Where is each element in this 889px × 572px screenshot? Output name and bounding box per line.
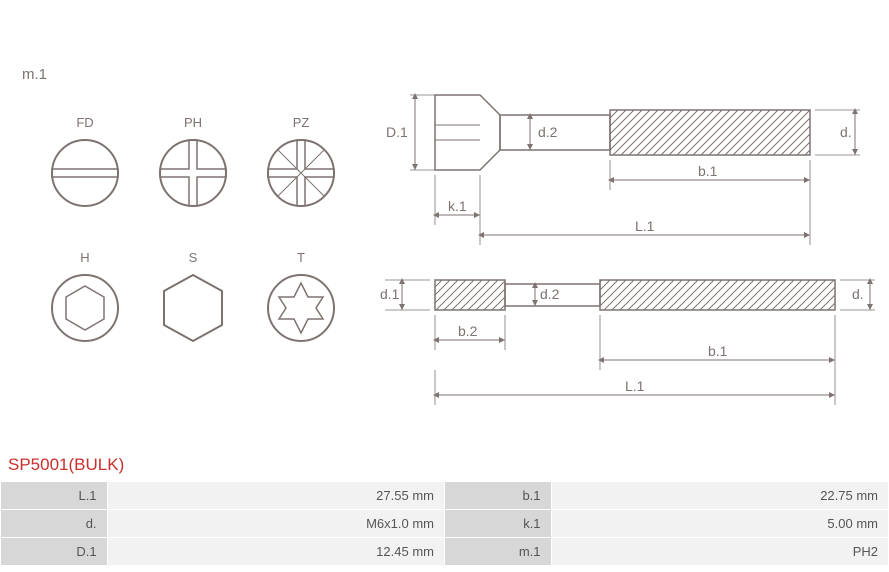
drive-label-t: T: [256, 250, 346, 265]
h-icon: [50, 273, 120, 343]
drive-label-pz: PZ: [256, 115, 346, 130]
drive-label-h: H: [40, 250, 130, 265]
spec-val: 5.00 mm: [551, 510, 888, 538]
drive-ph: PH: [148, 115, 238, 213]
part-title: SP5001(BULK): [0, 455, 889, 481]
dim-d: d.: [840, 124, 852, 140]
spec-val: 27.55 mm: [107, 482, 444, 510]
page: m.1 FD PH PZ H: [0, 0, 889, 572]
dim2-d1: d.1: [380, 286, 400, 302]
spec-key: D.1: [1, 538, 108, 566]
drive-t: T: [256, 250, 346, 348]
s-icon: [158, 273, 228, 343]
screw-top-drawing: D.1 d.2 d. k.1 b.1 L.1: [380, 60, 880, 250]
spec-table: L.1 27.55 mm b.1 22.75 mm d. M6x1.0 mm k…: [0, 481, 889, 566]
pz-icon: [266, 138, 336, 208]
m1-label: m.1: [22, 66, 47, 83]
table-row: L.1 27.55 mm b.1 22.75 mm: [1, 482, 889, 510]
dim2-d: d.: [852, 286, 864, 302]
spec-val: 22.75 mm: [551, 482, 888, 510]
dim-b1: b.1: [698, 163, 718, 179]
drive-fd: FD: [40, 115, 130, 213]
spec-key: d.: [1, 510, 108, 538]
t-icon: [266, 273, 336, 343]
drive-label-s: S: [148, 250, 238, 265]
spec-val: PH2: [551, 538, 888, 566]
dim2-L1: L.1: [625, 378, 645, 394]
dim-k1: k.1: [448, 198, 467, 214]
drive-s: S: [148, 250, 238, 348]
diagram-area: m.1 FD PH PZ H: [0, 0, 889, 455]
spec-val: 12.45 mm: [107, 538, 444, 566]
dim2-b1: b.1: [708, 343, 728, 359]
table-row: d. M6x1.0 mm k.1 5.00 mm: [1, 510, 889, 538]
dim-L1: L.1: [635, 218, 655, 234]
screw-bottom-drawing: d.1 d.2 d. b.2 b.1 L.1: [380, 270, 880, 420]
drive-label-ph: PH: [148, 115, 238, 130]
spec-key: k.1: [444, 510, 551, 538]
dim-d2: d.2: [538, 124, 558, 140]
fd-icon: [50, 138, 120, 208]
dim-D1: D.1: [386, 124, 408, 140]
spec-val: M6x1.0 mm: [107, 510, 444, 538]
drive-label-fd: FD: [40, 115, 130, 130]
drive-h: H: [40, 250, 130, 348]
dim2-d2: d.2: [540, 286, 560, 302]
spec-key: b.1: [444, 482, 551, 510]
spec-key: m.1: [444, 538, 551, 566]
dim2-b2: b.2: [458, 323, 478, 339]
drive-pz: PZ: [256, 115, 346, 213]
ph-icon: [158, 138, 228, 208]
table-row: D.1 12.45 mm m.1 PH2: [1, 538, 889, 566]
spec-key: L.1: [1, 482, 108, 510]
